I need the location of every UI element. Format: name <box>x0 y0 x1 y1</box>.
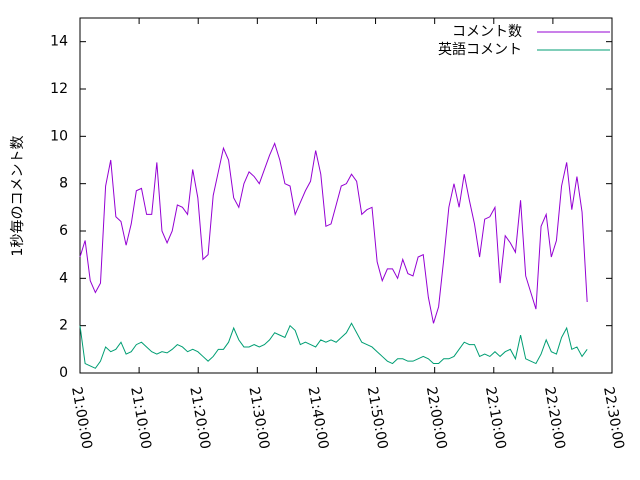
x-tick-label: 22:30:00 <box>600 386 627 451</box>
x-tick-label: 21:10:00 <box>127 386 154 451</box>
y-tick-label: 2 <box>59 318 68 334</box>
x-tick-label: 21:40:00 <box>305 386 332 451</box>
y-tick-label: 0 <box>59 365 68 381</box>
plot-border <box>79 17 613 374</box>
y-tick-label: 6 <box>59 223 68 239</box>
x-tick-label: 21:20:00 <box>186 386 213 451</box>
series-line <box>79 322 588 369</box>
x-tick-label: 21:50:00 <box>364 386 391 451</box>
y-tick-label: 10 <box>50 128 68 144</box>
x-tick-label: 21:00:00 <box>68 386 95 451</box>
x-tick-label: 22:20:00 <box>541 386 568 451</box>
series-line <box>79 141 588 324</box>
x-tick-label: 22:00:00 <box>423 386 450 451</box>
y-tick-label: 14 <box>50 34 68 50</box>
x-tick-label: 22:10:00 <box>482 386 509 451</box>
y-tick-label: 8 <box>59 176 68 192</box>
y-axis-label: 1秒毎のコメント数 <box>10 136 26 257</box>
x-tick-label: 21:30:00 <box>245 386 272 451</box>
y-tick-label: 12 <box>50 81 68 97</box>
legend-label: 英語コメント <box>438 41 522 58</box>
y-tick-label: 4 <box>59 270 68 286</box>
legend-label: コメント数 <box>452 24 522 40</box>
